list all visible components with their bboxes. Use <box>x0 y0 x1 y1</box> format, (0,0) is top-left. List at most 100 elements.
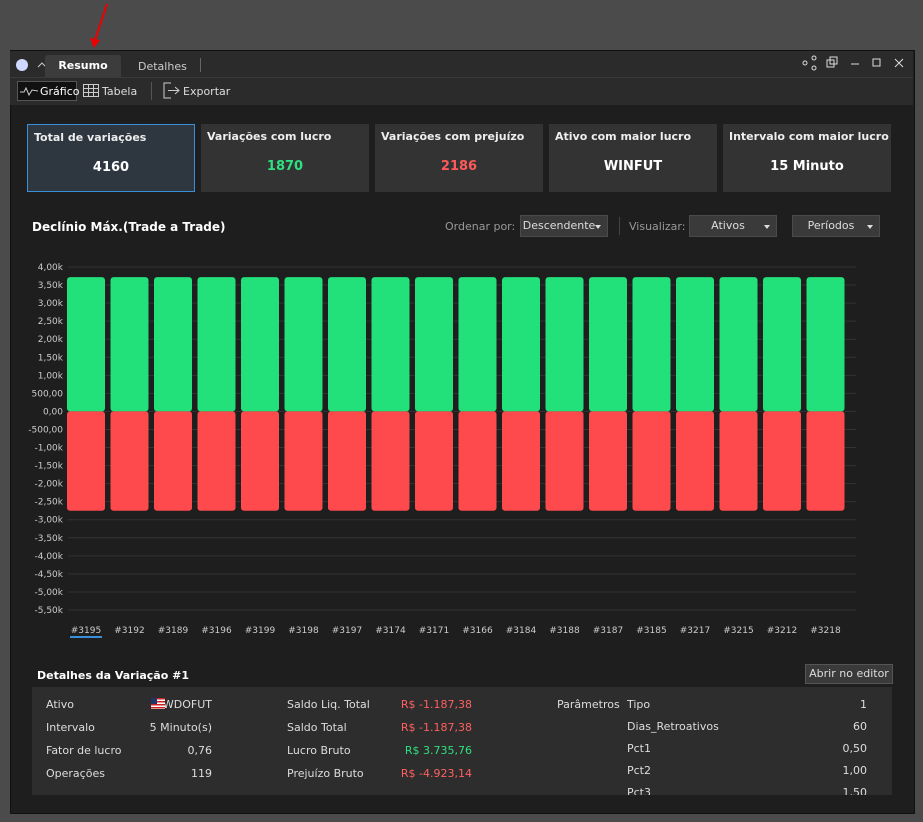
total-label: Prejuízo Bruto <box>287 767 364 780</box>
bar <box>763 277 801 412</box>
param-value: 1,00 <box>842 764 868 777</box>
bar <box>589 277 627 412</box>
details-panel: Ativo WDOFUT Intervalo 5 Minuto(s) Fator de … <box>32 687 892 795</box>
x-tick-label: #3192 <box>114 626 144 636</box>
y-tick-label: 4,00k <box>38 263 64 273</box>
sort-dropdown[interactable]: Descendente <box>520 215 608 237</box>
button-label[interactable]: Gráfico <box>40 85 80 98</box>
card-value: WINFUT <box>603 159 663 174</box>
param-name: Pct2 <box>627 764 651 777</box>
x-tick-label: #3188 <box>549 626 580 636</box>
bar <box>110 277 149 412</box>
card-value: 15 Minuto <box>770 159 844 174</box>
y-tick-label: -5,00k <box>35 588 64 598</box>
card-label: Variações com prejuízo <box>381 130 525 143</box>
bar <box>719 411 758 511</box>
param-value: 60 <box>853 720 867 733</box>
params-label: Parâmetros <box>557 698 620 711</box>
param-value: 1,50 <box>842 786 868 795</box>
bar <box>676 411 714 511</box>
bar <box>328 411 366 511</box>
y-tick-label: -1,50k <box>35 462 64 472</box>
view-dropdown[interactable]: Ativos <box>689 215 777 237</box>
param-name: Pct3 <box>627 786 651 795</box>
field-value: 0,76 <box>187 744 213 757</box>
x-tick-label: #3185 <box>636 626 666 636</box>
field-label: Operações <box>46 767 105 780</box>
field-value: 5 Minuto(s) <box>149 721 212 734</box>
summary-card: Ativo com maior lucro WINFUT <box>549 124 717 192</box>
summary-card: Variações com lucro 1870 <box>201 124 369 192</box>
y-tick-label: -1,00k <box>35 444 64 454</box>
field-value: WDOFUT <box>162 698 212 711</box>
summary-card: Total de variações 4160 <box>27 124 195 192</box>
button-label[interactable]: Tabela <box>102 85 138 98</box>
total-label: Saldo Total <box>287 721 347 734</box>
bar <box>545 411 584 511</box>
bar <box>110 411 149 511</box>
total-label: Saldo Liq. Total <box>287 698 370 711</box>
bar <box>154 277 192 412</box>
param-name: Pct1 <box>627 742 651 755</box>
y-tick-label: 1,50k <box>38 353 64 363</box>
bar <box>458 277 497 412</box>
open-editor-button[interactable]: Abrir no editor <box>805 664 893 684</box>
card-value: 2186 <box>440 159 478 174</box>
field-label: Ativo <box>46 698 74 711</box>
bar <box>328 277 366 412</box>
bar <box>763 411 801 511</box>
bar <box>197 277 236 412</box>
y-tick-label: -500,00 <box>28 425 63 435</box>
field-value: 119 <box>191 767 212 780</box>
x-tick-label: #3171 <box>419 626 449 636</box>
x-tick-label: #3196 <box>201 626 232 636</box>
y-tick-label: -2,50k <box>35 498 64 508</box>
y-tick-label: -4,00k <box>35 552 64 562</box>
flag-icon <box>151 698 165 709</box>
bar <box>284 411 323 511</box>
param-value: 1 <box>860 698 867 711</box>
y-tick-label: 2,00k <box>38 335 64 345</box>
table-icon <box>83 84 99 97</box>
total-value: R$ -1.187,38 <box>400 721 472 734</box>
chart-button[interactable] <box>17 81 77 101</box>
period-dropdown[interactable]: Períodos <box>792 215 880 237</box>
bar <box>458 411 497 511</box>
x-tick-label: #3215 <box>723 626 753 636</box>
separator <box>619 217 620 235</box>
total-value: R$ 3.735,76 <box>404 744 472 757</box>
bar <box>371 411 410 511</box>
bar <box>154 411 192 511</box>
x-tick-label: #3197 <box>332 626 362 636</box>
y-tick-label: -4,50k <box>35 570 64 580</box>
separator <box>151 82 152 100</box>
bar <box>502 277 540 412</box>
y-tick-label: -3,00k <box>35 516 64 526</box>
x-tick-label: #3166 <box>462 626 493 636</box>
x-tick-label: #3198 <box>288 626 319 636</box>
x-tick-label: #3217 <box>680 626 710 636</box>
bar <box>241 411 279 511</box>
x-tick-label: #3189 <box>158 626 189 636</box>
button-label[interactable]: Exportar <box>183 85 231 98</box>
bar <box>415 411 453 511</box>
x-tick-label: #3218 <box>810 626 841 636</box>
total-value: R$ -1.187,38 <box>400 698 472 711</box>
y-tick-label: 0,00 <box>43 407 63 417</box>
param-name: Dias_Retroativos <box>627 720 719 733</box>
card-label: Variações com lucro <box>207 130 332 143</box>
red-arrow <box>90 3 108 48</box>
tab-active[interactable]: Resumo <box>45 55 121 77</box>
tab[interactable]: Detalhes <box>138 60 187 73</box>
y-tick-label: 1,00k <box>38 371 64 381</box>
y-tick-label: -5,50k <box>35 606 64 616</box>
label: Ordenar por: <box>445 220 516 233</box>
summary-card: Variações com prejuízo 2186 <box>375 124 543 192</box>
y-tick-label: 500,00 <box>32 389 64 399</box>
bar <box>67 411 105 511</box>
bar <box>806 411 845 511</box>
bar <box>284 277 323 412</box>
bar <box>676 277 714 412</box>
summary-card: Intervalo com maior lucro 15 Minuto <box>723 124 891 192</box>
y-tick-label: 3,00k <box>38 299 64 309</box>
